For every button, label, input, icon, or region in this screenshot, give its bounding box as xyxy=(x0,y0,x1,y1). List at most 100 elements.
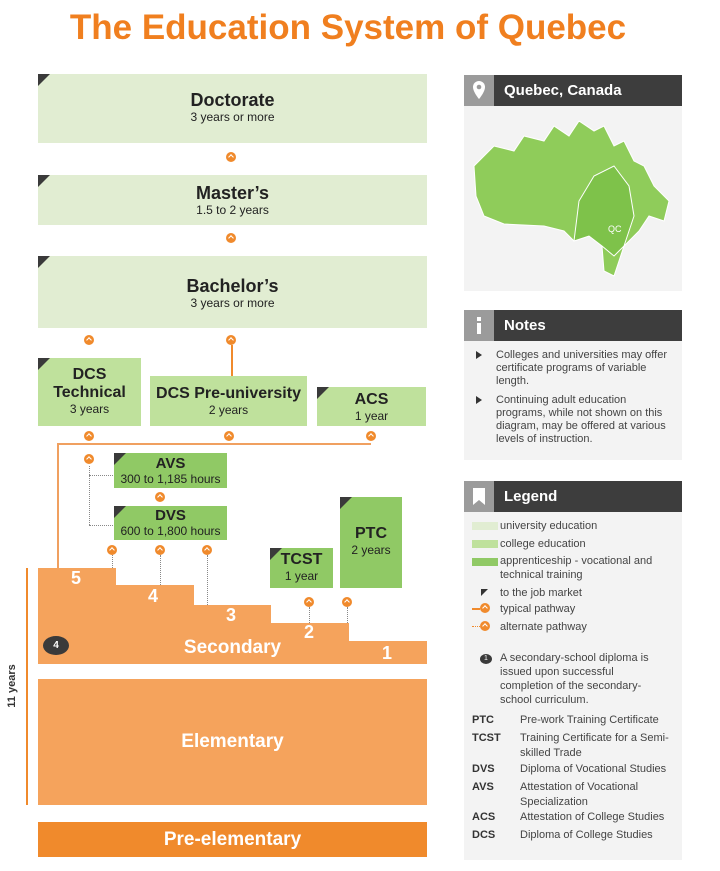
job-market-icon xyxy=(270,548,282,560)
ptc-box: PTC 2 years xyxy=(340,497,402,588)
note-text: Colleges and universities may offer cert… xyxy=(496,349,667,387)
typical-pathway-line xyxy=(472,608,480,610)
typical-pathway-icon xyxy=(480,603,490,613)
legend-university: university education xyxy=(500,520,598,532)
canada-map: QC xyxy=(464,106,682,291)
job-market-icon xyxy=(38,358,50,370)
dcs-preuniversity-label: DCS Pre-university xyxy=(156,385,301,402)
pathway-arrow-icon xyxy=(342,597,352,607)
span-label: 11 years xyxy=(6,664,18,708)
pathway-line xyxy=(57,443,371,445)
location-title: Quebec, Canada xyxy=(504,82,622,99)
grade-3-label: 3 xyxy=(226,605,237,625)
location-header: Quebec, Canada xyxy=(464,75,682,106)
dvs-label: DVS xyxy=(155,507,186,524)
abbr-definition: Training Certificate for a Semi-skilled … xyxy=(520,732,669,759)
abbr: ACS xyxy=(472,811,496,823)
pathway-line xyxy=(231,345,233,376)
bachelors-box: Bachelor’s 3 years or more xyxy=(38,256,427,328)
tcst-duration: 1 year xyxy=(284,569,319,583)
apprenticeship-swatch xyxy=(472,558,498,566)
legend-apprenticeship: apprenticeship - vocational and technica… xyxy=(500,555,653,581)
notes-header: Notes xyxy=(464,310,682,341)
alternate-pathway-line xyxy=(472,626,480,627)
doctorate-duration: 3 years or more xyxy=(190,110,275,124)
acs-box: ACS 1 year xyxy=(317,387,426,426)
bullet-icon xyxy=(476,351,482,359)
notes-body: Colleges and universities may offer cert… xyxy=(464,341,682,460)
abbr: DVS xyxy=(472,763,495,775)
pathway-arrow-icon xyxy=(202,545,212,555)
job-market-icon xyxy=(38,74,50,86)
avs-duration: 300 to 1,185 hours xyxy=(120,472,221,486)
abbr: AVS xyxy=(472,781,494,793)
dcs-technical-label-2: Technical xyxy=(53,384,126,401)
page-title: The Education System of Quebec xyxy=(69,8,627,47)
bachelors-label: Bachelor’s xyxy=(186,276,279,296)
tcst-box: TCST 1 year xyxy=(270,548,333,588)
dvs-duration: 600 to 1,800 hours xyxy=(120,524,221,538)
masters-label: Master’s xyxy=(195,183,270,203)
dcs-technical-label: DCS xyxy=(72,366,107,383)
doctorate-label: Doctorate xyxy=(190,90,275,110)
span-line xyxy=(26,568,28,805)
bullet-icon xyxy=(476,396,482,404)
dcs-technical-duration: 3 years xyxy=(69,402,110,416)
grade-1-label: 1 xyxy=(382,643,393,663)
legend-title: Legend xyxy=(504,488,558,505)
abbr-row: DVS Diploma of Vocational Studies xyxy=(472,762,680,777)
job-market-icon xyxy=(340,497,352,509)
bachelors-duration: 3 years or more xyxy=(190,296,275,310)
tcst-label: TCST xyxy=(280,551,323,568)
note-item: Continuing adult education programs, whi… xyxy=(476,394,676,446)
pathway-arrow-icon xyxy=(304,597,314,607)
secondary-step-4 xyxy=(115,585,194,664)
legend-job-market: to the job market xyxy=(500,587,582,599)
legend-header: Legend xyxy=(464,481,682,512)
dcs-preuniversity-box: DCS Pre-university 2 years xyxy=(150,376,307,426)
qc-label: QC xyxy=(608,224,622,234)
alternate-line xyxy=(89,475,113,476)
ptc-label: PTC xyxy=(355,525,387,542)
abbr-definition: Diploma of College Studies xyxy=(520,829,653,841)
info-icon xyxy=(464,310,494,341)
pathway-arrow-icon xyxy=(155,492,165,502)
pre-elementary-box: Pre-elementary xyxy=(38,822,427,857)
bookmark-icon xyxy=(464,481,494,512)
legend-typical-pathway: typical pathway xyxy=(500,603,576,615)
secondary-step-1 xyxy=(348,641,427,664)
pathway-arrow-icon xyxy=(84,431,94,441)
note-text: Continuing adult education programs, whi… xyxy=(496,394,666,445)
pathway-arrow-icon xyxy=(226,233,236,243)
grade-2-label: 2 xyxy=(304,622,315,642)
note-item: Colleges and universities may offer cert… xyxy=(476,349,676,388)
abbr: PTC xyxy=(472,714,494,726)
job-market-icon xyxy=(38,256,50,268)
abbr-row: DCS Diploma of College Studies xyxy=(472,828,680,843)
alternate-line xyxy=(347,607,348,623)
alternate-line xyxy=(89,466,90,525)
alternate-line xyxy=(207,555,208,605)
abbr-definition: Attestation of Vocational Specialization xyxy=(520,781,639,808)
ptc-duration: 2 years xyxy=(351,543,391,557)
job-market-icon xyxy=(114,506,126,518)
alternate-line xyxy=(89,525,113,526)
map-pin-icon xyxy=(464,75,494,106)
abbr-definition: Diploma of Vocational Studies xyxy=(520,763,667,775)
abbr-row: TCST Training Certificate for a Semi-skil… xyxy=(472,731,680,761)
diploma-note-badge: 4 xyxy=(43,636,69,655)
college-swatch xyxy=(472,540,498,548)
job-market-icon xyxy=(114,453,126,465)
alternate-line xyxy=(309,607,310,623)
abbr-row: ACS Attestation of College Studies xyxy=(472,810,680,825)
job-market-icon xyxy=(317,387,329,399)
pathway-arrow-icon xyxy=(155,545,165,555)
legend-alternate-pathway: alternate pathway xyxy=(500,621,587,633)
acs-duration: 1 year xyxy=(354,409,389,423)
secondary-step-3 xyxy=(193,605,271,664)
abbr: DCS xyxy=(472,829,496,841)
university-swatch xyxy=(472,522,498,530)
pathway-arrow-icon xyxy=(107,545,117,555)
alternate-pathway-icon xyxy=(480,621,490,631)
